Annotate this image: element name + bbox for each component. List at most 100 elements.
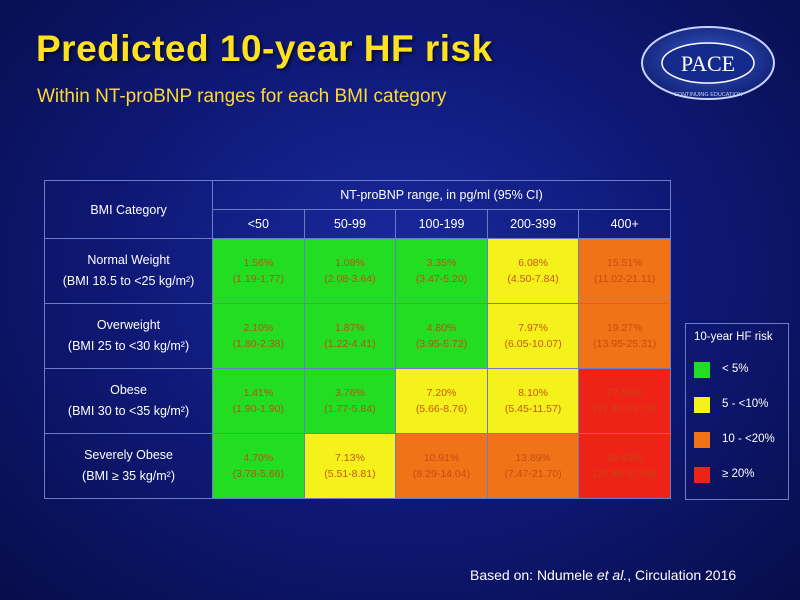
risk-value: 1.87% [335,322,365,334]
bmi-category-range: (BMI 18.5 to <25 kg/m²) [62,274,195,288]
risk-ci: (7.47-21.70) [504,468,562,480]
risk-cell: 7.13% (5.51-8.81) [303,433,397,499]
risk-cell: 30.43% (23.88-37.06) [578,433,671,499]
legend-swatch-yellow [694,397,710,413]
risk-cell: 2.10% (1.80-2.38) [212,303,305,369]
column-header: 50-99 [303,209,397,239]
risk-value: 3.35% [426,257,457,269]
risk-cell: 1.41% (1.90-1.90) [212,368,305,434]
legend-swatch-orange [694,432,710,448]
risk-value: 15.51% [606,257,643,269]
risk-legend: 10-year HF risk < 5% 5 - <10% 10 - <20% … [685,323,789,500]
risk-value: 3.76% [335,387,365,399]
risk-table: BMI Category NT-proBNP range, in pg/ml (… [43,180,671,499]
bmi-category-name: Overweight [96,318,161,332]
bmi-category-name: Severely Obese [84,448,173,462]
citation-suffix: , Circulation 2016 [627,567,737,583]
bmi-category-range: (BMI 25 to <30 kg/m²) [67,339,190,353]
risk-cell: 8.10% (5.45-11.57) [486,368,580,434]
risk-ci: (1.77-5.84) [324,403,376,415]
slide-title: Predicted 10-year HF risk [36,28,493,69]
risk-cell: 10.91% (8.29-14.04) [395,433,488,499]
risk-ci: (5.51-8.81) [324,468,376,480]
table-row: Obese (BMI 30 to <35 kg/m²) 1.41% (1.90-1.9… [43,368,671,434]
legend-label: 5 - <10% [722,398,769,410]
risk-value: 27.08% [606,387,643,399]
risk-cell: 6.08% (4.50-7.84) [486,238,580,304]
legend-item: 5 - <10% [694,397,790,413]
risk-value: 1.08% [335,257,365,269]
legend-label: 10 - <20% [722,433,775,445]
risk-cell: 7.20% (5.66-8.76) [395,368,488,434]
range-header: NT-proBNP range, in pg/ml (95% CI) [212,180,671,210]
risk-cell: 1.87% (1.22-4.41) [303,303,397,369]
bmi-category-name: Obese [110,383,147,397]
risk-value: 8.10% [518,387,548,399]
bmi-category-cell: Obese (BMI 30 to <35 kg/m²) [43,368,214,434]
risk-ci: (23.88-37.06) [593,468,657,480]
legend-item: < 5% [694,362,790,378]
risk-value: 2.10% [243,322,274,334]
bmi-category-range: (BMI ≥ 35 kg/m²) [82,469,176,483]
column-header: 100-199 [395,209,488,239]
risk-value: 7.20% [426,387,457,399]
risk-cell: 1.08% (2.08-3.64) [303,238,397,304]
legend-item: 10 - <20% [694,432,790,448]
legend-swatch-red [694,467,710,483]
risk-ci: (2.08-3.64) [324,273,376,285]
citation-italic: et al. [596,567,628,583]
risk-value: 1.41% [243,387,274,399]
table-row: Severely Obese (BMI ≥ 35 kg/m²) 4.70% (3.78… [43,433,671,499]
legend-label: ≥ 20% [722,468,755,480]
risk-value: 6.08% [518,257,548,269]
citation-prefix: Based on: Ndumele [470,567,597,583]
risk-cell: 3.76% (1.77-5.84) [303,368,397,434]
legend-title: 10-year HF risk [694,331,773,343]
risk-ci: (3.78-5.66) [232,468,285,480]
legend-swatch-green [694,362,710,378]
risk-value: 7.97% [518,322,548,334]
bmi-category-name: Normal Weight [87,253,170,267]
risk-ci: (1.19-1.77) [232,273,285,285]
bmi-category-cell: Normal Weight (BMI 18.5 to <25 kg/m²) [43,238,214,304]
risk-ci: (1.80-2.38) [232,338,285,350]
risk-cell: 19.27% (13.95-25.31) [578,303,671,369]
logo-text: PACE [681,51,735,76]
risk-value: 10.91% [423,452,460,464]
risk-value: 4.80% [426,322,457,334]
risk-ci: (13.95-25.31) [593,338,657,350]
risk-value: 30.43% [606,452,643,464]
risk-cell: 7.97% (6.05-10.07) [486,303,580,369]
risk-cell: 27.08% (21.87-31.78) [578,368,671,434]
bmi-category-cell: Severely Obese (BMI ≥ 35 kg/m²) [43,433,214,499]
risk-ci: (1.22-4.41) [324,338,376,350]
bmi-category-range: (BMI 30 to <35 kg/m²) [67,404,190,418]
risk-value: 19.27% [606,322,643,334]
risk-ci: (21.87-31.78) [593,403,657,415]
column-header: 400+ [578,209,671,239]
pace-logo: PACE CONTINUING EDUCATION [641,26,775,100]
risk-ci: (8.29-14.04) [412,468,471,480]
column-header: 200-399 [486,209,580,239]
slide-subtitle: Within NT-proBNP ranges for each BMI cat… [37,86,447,107]
risk-cell: 4.80% (3.95-5.72) [395,303,488,369]
risk-ci: (11.02-21.11) [593,273,656,285]
risk-cell: 3.35% (3.47-5.20) [395,238,488,304]
risk-ci: (5.45-11.57) [504,403,562,415]
risk-value: 1.56% [243,257,274,269]
legend-label: < 5% [722,363,749,375]
table-row: Normal Weight (BMI 18.5 to <25 kg/m²) 1.56… [43,238,671,304]
risk-ci: (6.05-10.07) [504,338,562,350]
risk-cell: 1.56% (1.19-1.77) [212,238,305,304]
risk-ci: (1.90-1.90) [232,403,285,415]
risk-ci: (5.66-8.76) [415,403,468,415]
risk-value: 4.70% [243,452,274,464]
table-row: Overweight (BMI 25 to <30 kg/m²) 2.10% (1.8… [43,303,671,369]
logo-ring-text: CONTINUING EDUCATION [674,92,742,98]
risk-value: 7.13% [335,452,365,464]
risk-ci: (3.95-5.72) [415,338,468,350]
bmi-category-cell: Overweight (BMI 25 to <30 kg/m²) [43,303,214,369]
risk-cell: 15.51% (11.02-21.11) [578,238,671,304]
risk-ci: (4.50-7.84) [507,273,559,285]
risk-cell: 13.89% (7.47-21.70) [486,433,580,499]
